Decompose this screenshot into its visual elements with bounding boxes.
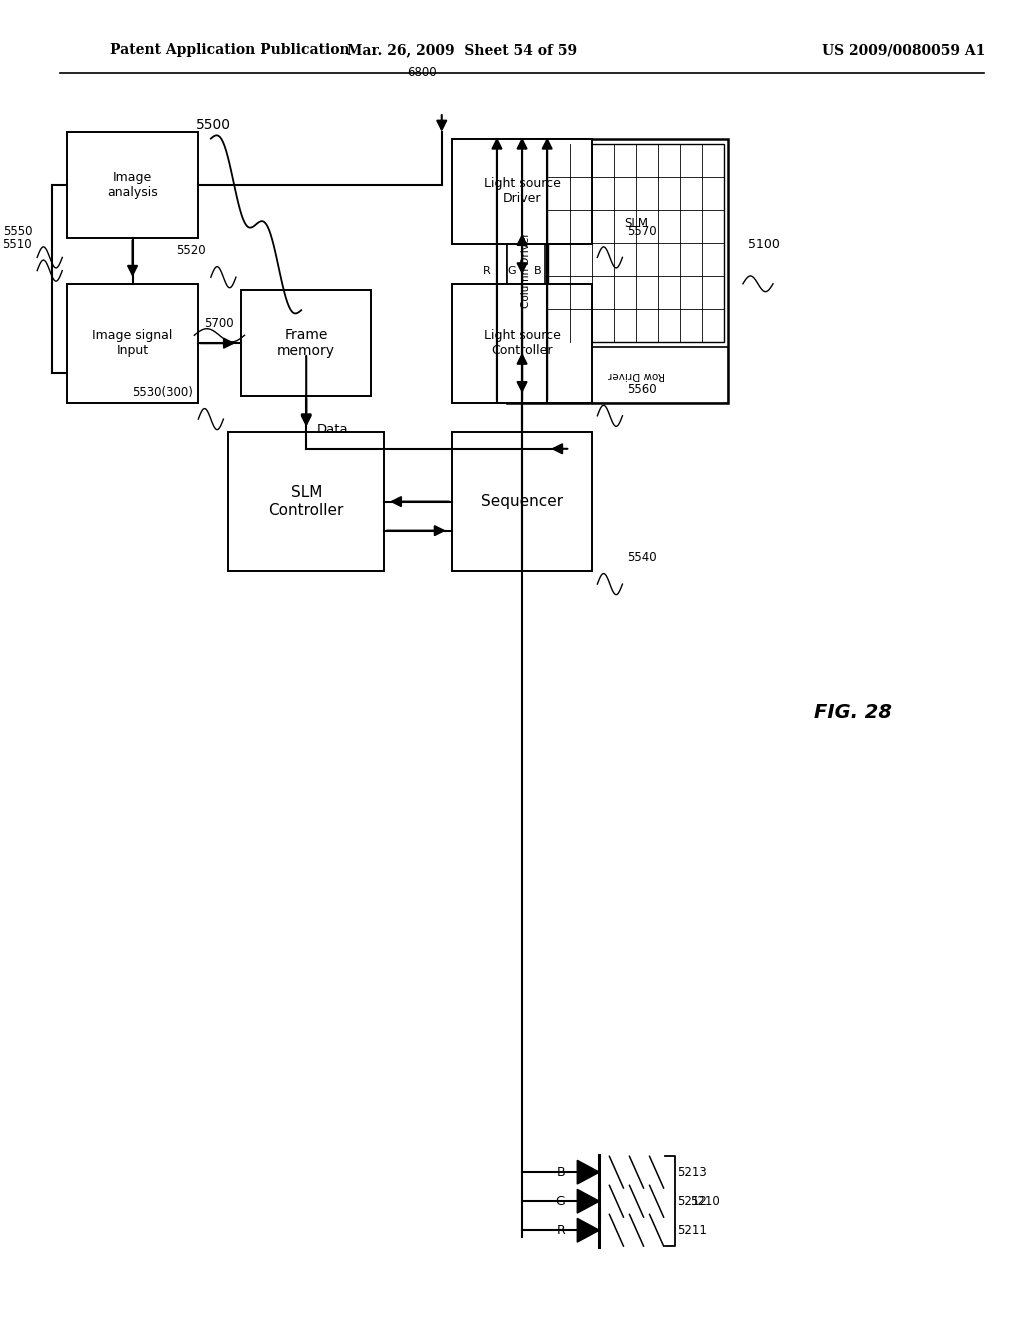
- Polygon shape: [578, 1218, 599, 1242]
- Text: Row Driver: Row Driver: [608, 370, 665, 380]
- Text: Image signal
Input: Image signal Input: [92, 329, 173, 358]
- Polygon shape: [578, 1160, 599, 1184]
- Text: US 2009/0080059 A1: US 2009/0080059 A1: [822, 44, 985, 57]
- Text: G: G: [508, 265, 516, 276]
- Bar: [452, 284, 592, 403]
- Text: Light source
Driver: Light source Driver: [483, 177, 560, 206]
- Text: 5700: 5700: [205, 317, 234, 330]
- Bar: [68, 284, 198, 403]
- Polygon shape: [578, 1189, 599, 1213]
- Text: B: B: [557, 1166, 565, 1179]
- Text: 5570: 5570: [628, 224, 657, 238]
- Text: SLM
Controller: SLM Controller: [268, 486, 344, 517]
- Text: 5510: 5510: [2, 238, 32, 251]
- Text: Sequencer: Sequencer: [481, 494, 563, 510]
- Bar: [507, 139, 545, 403]
- Text: 5530(300): 5530(300): [132, 387, 194, 399]
- Text: Mar. 26, 2009  Sheet 54 of 59: Mar. 26, 2009 Sheet 54 of 59: [347, 44, 577, 57]
- Text: Light source
Controller: Light source Controller: [483, 329, 560, 358]
- Text: Image
analysis: Image analysis: [108, 170, 158, 199]
- Bar: [68, 132, 198, 238]
- Text: R: R: [483, 265, 490, 276]
- Bar: [228, 433, 384, 570]
- Text: 5100: 5100: [748, 238, 780, 251]
- Text: B: B: [534, 265, 541, 276]
- Text: 5520: 5520: [176, 244, 206, 257]
- Bar: [548, 144, 724, 342]
- Bar: [241, 290, 372, 396]
- Text: 5210: 5210: [690, 1195, 720, 1208]
- Text: Patent Application Publication: Patent Application Publication: [111, 44, 350, 57]
- Bar: [507, 139, 728, 403]
- Text: Data: Data: [316, 422, 348, 436]
- Text: 6800: 6800: [408, 66, 436, 79]
- Text: 5211: 5211: [677, 1224, 707, 1237]
- Text: 5500: 5500: [196, 119, 230, 132]
- Bar: [452, 139, 592, 244]
- Text: 5550: 5550: [3, 224, 32, 238]
- Text: 5560: 5560: [628, 383, 657, 396]
- Text: SLM: SLM: [624, 216, 648, 230]
- Text: R: R: [556, 1224, 565, 1237]
- Bar: [452, 433, 592, 570]
- Text: 5540: 5540: [628, 552, 657, 565]
- Text: 5212: 5212: [677, 1195, 707, 1208]
- Bar: [545, 347, 728, 403]
- Text: 5213: 5213: [677, 1166, 707, 1179]
- Text: FIG. 28: FIG. 28: [814, 704, 892, 722]
- Text: Column Driver: Column Driver: [521, 232, 531, 309]
- Text: G: G: [555, 1195, 565, 1208]
- Text: Frame
memory: Frame memory: [278, 329, 335, 358]
